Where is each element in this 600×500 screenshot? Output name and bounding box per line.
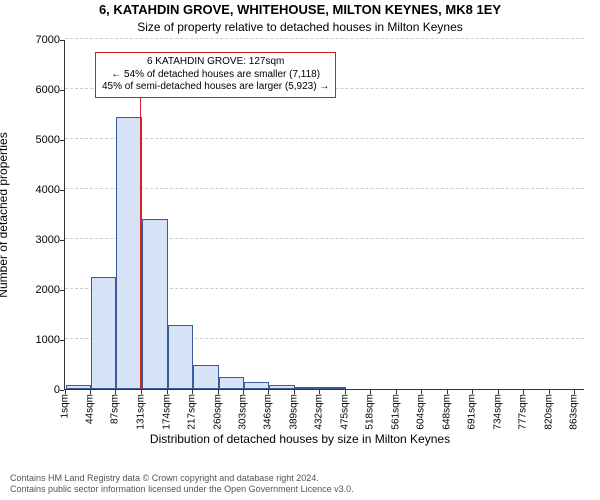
footer-attribution: Contains HM Land Registry data © Crown c…	[10, 473, 354, 496]
x-tick-label: 561sqm	[390, 394, 401, 430]
y-axis-label: Number of detached properties	[0, 132, 10, 297]
histogram-bar	[142, 219, 167, 389]
y-tick-label: 5000	[10, 134, 60, 146]
x-tick-label: 389sqm	[288, 394, 299, 430]
histogram-bar	[219, 377, 244, 389]
x-tick-label: 174sqm	[161, 394, 172, 430]
gridline	[65, 38, 584, 39]
y-tick-label: 6000	[10, 84, 60, 96]
y-tick-label: 7000	[10, 34, 60, 46]
x-tick-label: 691sqm	[467, 394, 478, 430]
x-tick-label: 863sqm	[568, 394, 579, 430]
x-tick-label: 217sqm	[187, 394, 198, 430]
x-tick-label: 820sqm	[543, 394, 554, 430]
chart-title: 6, KATAHDIN GROVE, WHITEHOUSE, MILTON KE…	[0, 2, 600, 17]
histogram-bar	[116, 117, 141, 390]
y-tick-label: 3000	[10, 234, 60, 246]
x-tick-label: 648sqm	[441, 394, 452, 430]
x-tick-label: 1sqm	[59, 394, 70, 418]
y-tick-label: 0	[10, 384, 60, 396]
histogram-bar	[244, 382, 269, 390]
y-tick-label: 2000	[10, 284, 60, 296]
histogram-bar	[295, 387, 320, 389]
histogram-bar	[66, 385, 91, 389]
gridline	[65, 188, 584, 189]
annotation-line-3: 45% of semi-detached houses are larger (…	[102, 81, 329, 94]
y-tick-mark	[60, 40, 64, 41]
y-tick-mark	[60, 90, 64, 91]
x-tick-label: 131sqm	[136, 394, 147, 430]
x-tick-label: 87sqm	[110, 394, 121, 424]
x-tick-label: 604sqm	[415, 394, 426, 430]
x-tick-label: 44sqm	[85, 394, 96, 424]
x-tick-label: 475sqm	[339, 394, 350, 430]
x-tick-label: 734sqm	[492, 394, 503, 430]
y-tick-mark	[60, 140, 64, 141]
gridline	[65, 138, 584, 139]
x-tick-label: 303sqm	[238, 394, 249, 430]
footer-line-1: Contains HM Land Registry data © Crown c…	[10, 473, 354, 485]
y-tick-mark	[60, 290, 64, 291]
chart-subtitle: Size of property relative to detached ho…	[0, 20, 600, 34]
x-axis-label: Distribution of detached houses by size …	[0, 432, 600, 446]
property-marker-line	[140, 82, 141, 390]
annotation-line-2: ← 54% of detached houses are smaller (7,…	[102, 69, 329, 82]
y-tick-label: 1000	[10, 334, 60, 346]
y-tick-mark	[60, 190, 64, 191]
histogram-bar	[269, 385, 294, 389]
y-tick-mark	[60, 240, 64, 241]
x-tick-label: 432sqm	[314, 394, 325, 430]
x-tick-label: 777sqm	[518, 394, 529, 430]
histogram-bar	[193, 365, 218, 389]
histogram-bar	[168, 325, 193, 389]
x-tick-label: 346sqm	[263, 394, 274, 430]
annotation-line-1: 6 KATAHDIN GROVE: 127sqm	[102, 56, 329, 69]
histogram-bar	[91, 277, 116, 390]
x-tick-label: 260sqm	[212, 394, 223, 430]
histogram-bar	[320, 387, 345, 389]
footer-line-2: Contains public sector information licen…	[10, 484, 354, 496]
annotation-box: 6 KATAHDIN GROVE: 127sqm ← 54% of detach…	[95, 52, 336, 98]
x-tick-label: 518sqm	[365, 394, 376, 430]
y-tick-mark	[60, 390, 64, 391]
y-tick-mark	[60, 340, 64, 341]
chart-container: 6, KATAHDIN GROVE, WHITEHOUSE, MILTON KE…	[0, 0, 600, 500]
y-tick-label: 4000	[10, 184, 60, 196]
